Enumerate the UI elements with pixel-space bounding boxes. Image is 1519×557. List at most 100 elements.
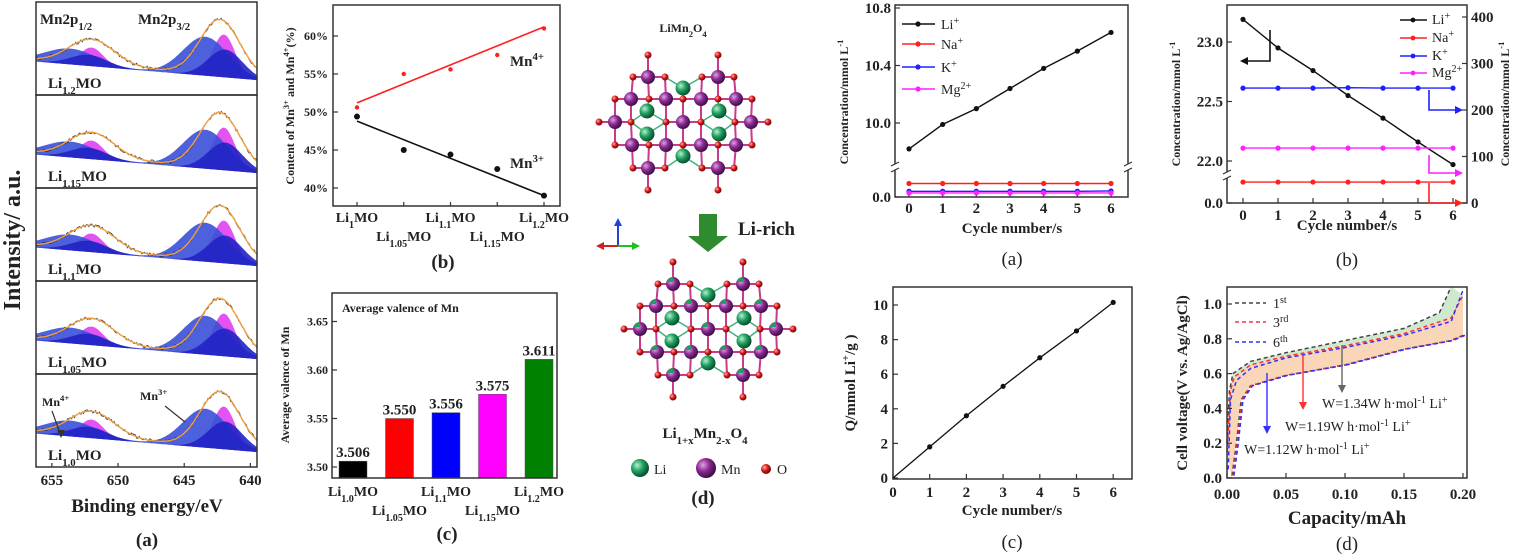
text-segment: Content of Mn <box>283 109 297 185</box>
text-segment: Li <box>372 504 385 519</box>
x-tick-label: 2 <box>963 485 971 501</box>
x-tick-label: 2 <box>973 201 981 217</box>
legend-label: Na+ <box>1432 29 1454 47</box>
data-point <box>1041 180 1047 187</box>
text-segment: + <box>953 16 959 27</box>
panel-label: (d) <box>1336 534 1358 555</box>
x-tick-label: 0.20 <box>1450 487 1476 503</box>
text-segment: 3+ <box>281 100 291 109</box>
lithium-substitution <box>720 299 726 304</box>
axis-break-mark <box>890 161 900 167</box>
data-point <box>927 444 933 450</box>
text-segment: Li <box>1426 397 1442 412</box>
data-point <box>1108 190 1114 196</box>
data-point <box>1275 179 1281 185</box>
y-axis-title: Q/mmol Li+/g ) <box>840 335 859 432</box>
y-tick-label: 1.0 <box>1203 297 1222 313</box>
bar-value-label: 3.550 <box>383 403 417 419</box>
oxygen-atom <box>764 118 772 126</box>
x-tick-label: 640 <box>239 473 262 489</box>
manganese-atom <box>641 161 655 175</box>
data-point <box>1450 145 1456 151</box>
series-line <box>892 301 1114 479</box>
mn3-component-fill <box>36 142 257 174</box>
lithium-substitution <box>651 345 657 350</box>
manganese-atom <box>624 92 638 106</box>
arrow-head-icon <box>1455 199 1463 207</box>
component-label: Mn4+ <box>42 393 69 409</box>
data-point <box>1041 190 1047 196</box>
oxygen-atom <box>644 186 652 194</box>
x-tick-label: 6 <box>1449 208 1457 224</box>
oxygen-atom <box>662 118 670 126</box>
lithium-substitution <box>634 322 640 327</box>
data-point <box>1415 145 1421 151</box>
manganese-atom <box>694 138 708 152</box>
manganese-atom <box>676 115 690 129</box>
x-tick-label: 4 <box>1036 485 1044 501</box>
bar-value-label: 3.611 <box>523 343 556 359</box>
y-tick-label: 6 <box>881 367 889 383</box>
oxygen-atom <box>714 95 722 103</box>
lithium-substitution <box>685 299 691 304</box>
y-tick-label: 50% <box>304 105 328 119</box>
text-segment: MO <box>81 169 107 185</box>
charge-curve <box>1226 294 1464 452</box>
data-point <box>401 71 406 77</box>
text-segment: -1 <box>1381 418 1389 429</box>
data-point <box>906 190 912 196</box>
axis-break-mark <box>1123 167 1133 173</box>
lithium-substitution <box>685 345 691 350</box>
y-axis-title-right: Concentration/mmol L-1 <box>1496 42 1512 167</box>
arrow-head-icon <box>57 430 65 438</box>
oxygen-atom <box>636 348 644 356</box>
text-segment: + <box>957 36 963 47</box>
x-tick-label: Li1MO <box>336 211 378 231</box>
data-point <box>1108 180 1114 187</box>
text-segment: Li <box>1389 420 1405 435</box>
panel-label: (a) <box>1001 249 1022 270</box>
oxygen-atom <box>620 325 628 333</box>
y-axis-title: Intensity/ a.u. <box>0 170 26 311</box>
oxygen-atom <box>739 393 747 401</box>
x-tick-label: Li1.05MO <box>372 504 427 524</box>
y-tick-label-right: 200 <box>1471 103 1494 119</box>
x-axis-title: Binding energy/eV <box>71 496 223 517</box>
bar-value-label: 3.506 <box>336 445 370 461</box>
oxygen-atom <box>644 51 652 59</box>
ion-concentration-a-chart: 0.010.010.410.80 1 2 3 4 5 6Li+Na+K+Mg2+Cycle … <box>835 1 1133 270</box>
x-tick-label: 1 <box>1274 208 1282 224</box>
mn3-component-fill <box>36 328 257 360</box>
plot-frame <box>331 292 558 479</box>
legend-marker <box>915 21 921 27</box>
legend-marker <box>915 64 921 70</box>
text-segment: -1 <box>1418 395 1426 406</box>
xps-chart: Li1.2MOLi1.15MOLi1.1MOLi1.05MOLi1.0MOMn2… <box>0 1 262 551</box>
text-segment: Mn <box>510 156 533 172</box>
fit-envelope <box>35 297 258 349</box>
text-segment: and Mn <box>283 56 297 100</box>
formula-label: LiMn2O4 <box>659 21 707 39</box>
y-tick-label: 2 <box>881 436 889 452</box>
text-segment: 1.15 <box>483 239 501 250</box>
legend-label: Mn <box>721 463 740 478</box>
x-tick-label: 0.10 <box>1332 487 1358 503</box>
charge-curve <box>1226 286 1452 444</box>
data-point <box>1007 180 1013 187</box>
data-point <box>354 105 360 110</box>
left-axis-indicator <box>1244 30 1271 62</box>
sample-label: Li1.1MO <box>48 262 102 283</box>
x-tick-label: 0.00 <box>1214 487 1240 503</box>
lithium-substitution <box>770 322 776 327</box>
oxygen-atom <box>661 73 669 81</box>
x-tick-label: Li1.1MO <box>426 211 476 231</box>
text-segment: 1/2 <box>78 21 92 33</box>
li-uptake-chart: 0 2 4 6 8 10 0 1 2 3 4 5 6 Cycle number/s Q/mmol Li+/g… <box>840 286 1133 553</box>
lithium-substitution <box>755 299 761 304</box>
oxygen-atom <box>611 95 619 103</box>
data-point <box>973 180 979 187</box>
text-segment: MO <box>403 504 427 519</box>
oxygen-atom <box>697 118 705 126</box>
data-point <box>1450 161 1456 168</box>
